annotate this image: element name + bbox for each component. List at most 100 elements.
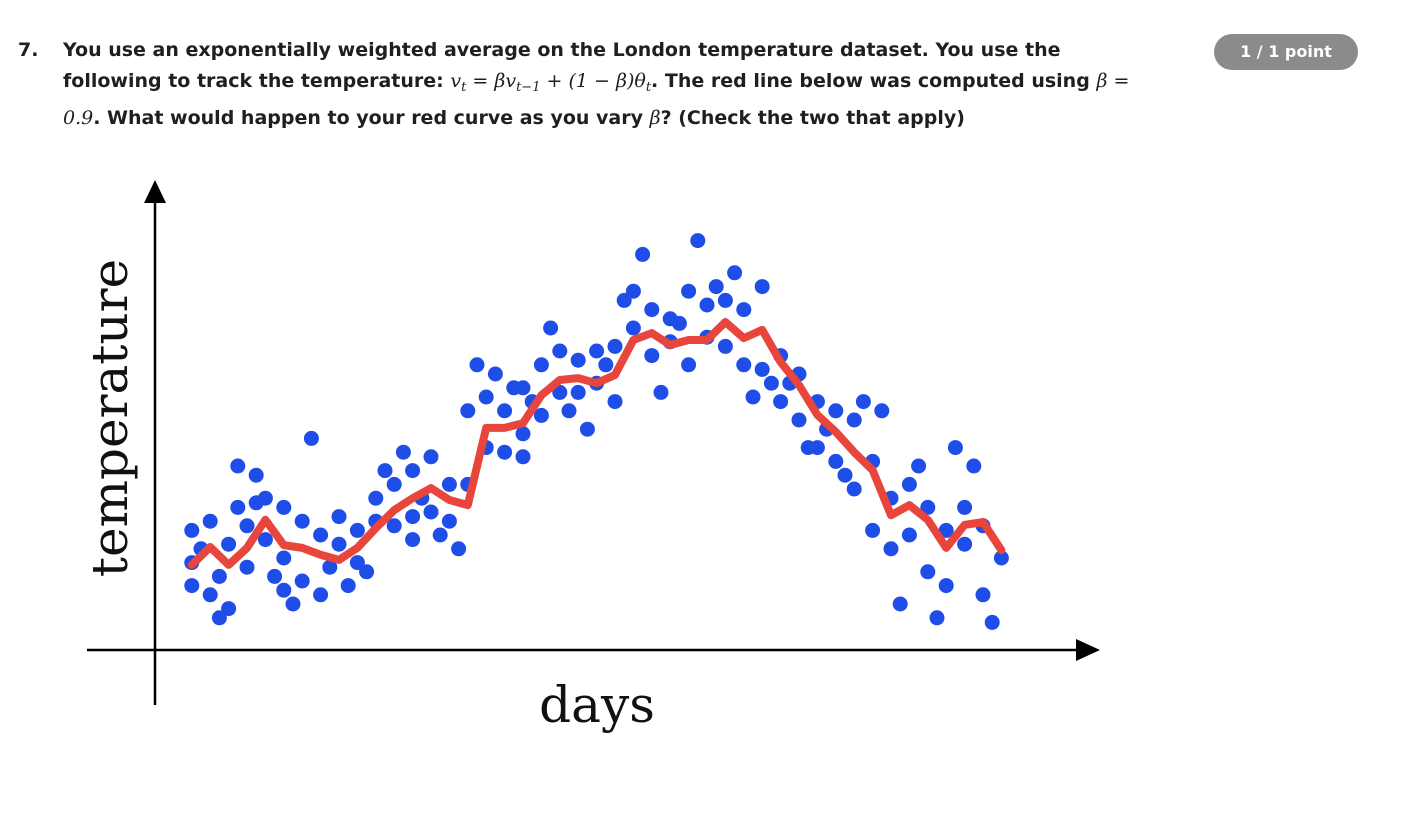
data-point [515, 426, 531, 442]
data-point [460, 403, 476, 419]
data-point [533, 357, 549, 373]
data-point [276, 550, 292, 566]
data-point [699, 297, 715, 313]
data-point [966, 458, 982, 474]
text: You use an exponentially weighted averag… [63, 39, 1061, 92]
data-point [533, 407, 549, 423]
data-point [497, 403, 513, 419]
data-point [947, 440, 963, 456]
data-point [257, 532, 273, 548]
data-point [736, 357, 752, 373]
data-point [579, 421, 595, 437]
data-point [405, 532, 421, 548]
data-point [570, 384, 586, 400]
data-point [763, 375, 779, 391]
data-point [993, 550, 1009, 566]
data-point [644, 348, 660, 364]
data-point [515, 449, 531, 465]
data-point [285, 596, 301, 612]
math: = βv [466, 70, 517, 92]
data-point [883, 541, 899, 557]
data-point [377, 463, 393, 479]
data-point [395, 444, 411, 460]
data-point [349, 555, 365, 571]
data-point [828, 453, 844, 469]
data-point [589, 343, 605, 359]
data-point [239, 518, 255, 534]
data-point [938, 578, 954, 594]
data-point [405, 509, 421, 525]
data-point [736, 302, 752, 318]
data-point [552, 343, 568, 359]
data-point [791, 412, 807, 428]
data-point [405, 463, 421, 479]
data-point [607, 338, 623, 354]
data-point [708, 279, 724, 295]
text: ? (Check the two that apply) [660, 107, 965, 129]
data-point [497, 444, 513, 460]
data-point [359, 564, 375, 580]
data-point [561, 403, 577, 419]
data-point [239, 559, 255, 575]
data-point [846, 412, 862, 428]
data-point [552, 384, 568, 400]
data-point [313, 587, 329, 603]
data-point [957, 536, 973, 552]
data-point [920, 564, 936, 580]
data-point [809, 440, 825, 456]
data-point [653, 384, 669, 400]
data-point [340, 578, 356, 594]
data-point [984, 614, 1000, 630]
data-point [230, 458, 246, 474]
text: . The red line below was computed using [651, 70, 1097, 92]
data-point [267, 568, 283, 584]
data-point [386, 518, 402, 534]
data-point [828, 403, 844, 419]
data-point [294, 573, 310, 589]
data-point [184, 578, 200, 594]
data-point [570, 352, 586, 368]
data-point [202, 513, 218, 529]
math: β [649, 107, 661, 129]
data-point [901, 527, 917, 543]
data-point [248, 467, 264, 483]
data-point [773, 394, 789, 410]
data-point [423, 449, 439, 465]
data-point [938, 522, 954, 538]
math-sub: t−1 [516, 80, 541, 95]
data-point [276, 582, 292, 598]
score-badge: 1 / 1 point [1214, 34, 1358, 70]
data-point [487, 366, 503, 382]
data-point [303, 430, 319, 446]
y-axis-label: temperature [81, 259, 139, 577]
math-sub: t [461, 80, 467, 95]
data-point [855, 394, 871, 410]
data-point [625, 320, 641, 336]
data-point [313, 527, 329, 543]
data-point [349, 522, 365, 538]
data-point [975, 587, 991, 603]
data-point [865, 522, 881, 538]
data-point [598, 357, 614, 373]
data-point [920, 499, 936, 515]
y-arrow [144, 180, 166, 203]
data-point [432, 527, 448, 543]
data-point [846, 481, 862, 497]
data-point [469, 357, 485, 373]
question-number: 7. [18, 39, 39, 61]
data-point [607, 394, 623, 410]
data-point [892, 596, 908, 612]
math: v [450, 70, 462, 92]
data-point [874, 403, 890, 419]
x-arrow [1076, 639, 1100, 661]
data-point [478, 389, 494, 405]
data-point [515, 380, 531, 396]
data-point [331, 509, 347, 525]
data-point [644, 302, 660, 318]
data-point [423, 504, 439, 520]
data-point [681, 283, 697, 299]
data-point [681, 357, 697, 373]
data-point [294, 513, 310, 529]
math: β = 0.9 [63, 70, 1130, 129]
